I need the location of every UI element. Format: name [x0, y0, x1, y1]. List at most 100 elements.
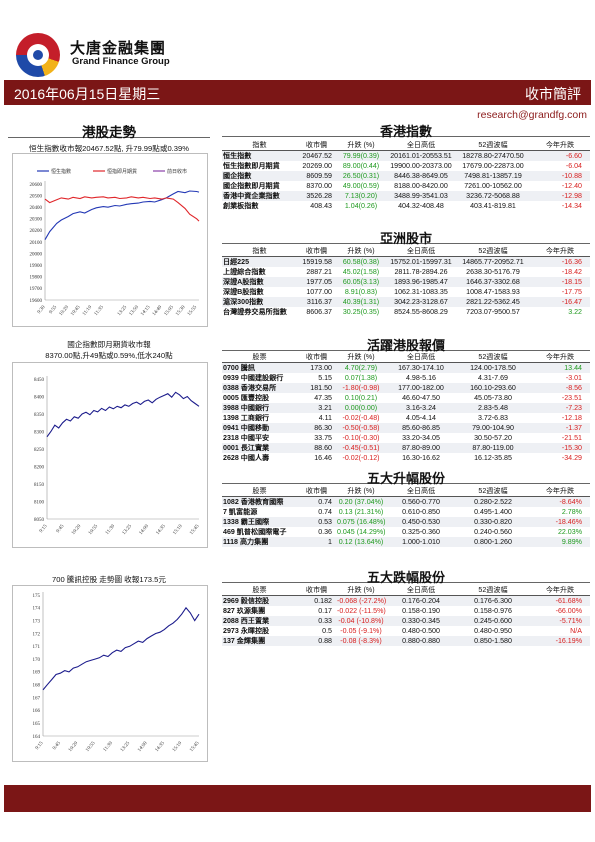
y-tick-label: 8150	[34, 483, 45, 488]
change-cell: 0.00(0.00)	[344, 404, 378, 412]
table-row: 創業板指數 408.43 1.04(0.26) 404.32-408.48 403.41…	[222, 201, 590, 211]
x-tick-label: 15:30	[175, 305, 186, 317]
change-cell: 60.58(0.38)	[342, 258, 380, 266]
change-cell: -0.08 (-8.3%)	[340, 637, 382, 645]
change-cell: -0.05 (-9.1%)	[340, 627, 382, 635]
day-range-cell: 0.880-0.880	[402, 637, 440, 645]
table-row: 469 凱普松國際電子 0.36 0.045 (14.29%) 0.325-0.360…	[222, 527, 590, 537]
change-cell: 79.99(0.39)	[342, 152, 380, 160]
column-header: 52週波幅	[456, 585, 530, 596]
day-range-cell: 4.05-4.14	[406, 414, 436, 422]
ytd-cell: -18.46%	[555, 518, 582, 526]
name-cell: 0005 匯豐控股	[223, 394, 270, 402]
hk-indices-heading: 香港指數	[222, 121, 590, 139]
y-tick-label: 19900	[30, 264, 43, 269]
column-header: 收市價	[297, 140, 336, 151]
contact-email[interactable]: research@grandfg.com	[477, 109, 587, 121]
ytd-cell: -16.47	[561, 298, 582, 306]
change-cell: 40.39(1.31)	[342, 298, 380, 306]
close-cell: 0.36	[318, 528, 332, 536]
table-row: 0005 匯豐控股 47.35 0.10(0.21) 46.60-47.50 45.05…	[222, 393, 590, 403]
table-row: 3988 中國銀行 3.21 0.00(0.00) 3.16-3.24 2.83-5.4…	[222, 403, 590, 413]
ytd-cell: -5.71%	[559, 617, 582, 625]
x-tick-label: 13:25	[117, 305, 128, 317]
close-cell: 0.53	[318, 518, 332, 526]
close-cell: 8609.59	[306, 172, 332, 180]
day-range-cell: 3042.23-3128.67	[394, 298, 448, 306]
x-tick-label: 10:20	[68, 741, 79, 753]
ytd-cell: -6.04	[565, 162, 582, 170]
x-tick-label: 11:10	[82, 305, 93, 317]
series-line	[42, 606, 200, 691]
change-cell: 30.25(0.35)	[342, 308, 380, 316]
close-cell: 15919.58	[302, 258, 332, 266]
y-tick-label: 20100	[30, 241, 43, 246]
column-header: 股票	[222, 352, 297, 363]
x-tick-label: 15:45	[189, 524, 200, 536]
series-line	[44, 190, 200, 240]
ytd-cell: 2.78%	[561, 508, 582, 516]
day-range-cell: 177.00-182.00	[398, 384, 444, 392]
day-range-cell: 404.32-408.48	[398, 202, 444, 210]
market-trend-heading: 港股走勢	[8, 121, 210, 140]
ytd-cell: 3.22	[568, 308, 582, 316]
52wk-range-cell: 0.245-0.600	[474, 617, 512, 625]
change-cell: 4.70(2.79)	[344, 364, 378, 372]
name-cell: 台灣證券交易所指數	[223, 308, 287, 316]
y-tick-label: 169	[33, 671, 41, 676]
name-cell: 2318 中國平安	[223, 434, 270, 442]
day-range-cell: 167.30-174.10	[398, 364, 444, 372]
y-tick-label: 19700	[30, 287, 43, 292]
x-tick-label: 14:35	[156, 524, 167, 536]
date-banner: 2016年06月15日星期三 收市簡評	[4, 80, 591, 105]
column-header: 升跌 (%)	[336, 486, 386, 497]
column-header: 升跌 (%)	[336, 585, 386, 596]
change-cell: -0.02(-0.48)	[342, 414, 380, 422]
close-cell: 47.35	[314, 394, 332, 402]
column-header: 升跌 (%)	[336, 140, 386, 151]
day-range-cell: 0.176-0.204	[402, 597, 440, 605]
close-cell: 0.74	[318, 498, 332, 506]
ytd-cell: -18.42	[561, 268, 582, 276]
ytd-cell: -3.01	[565, 374, 582, 382]
table-row: 7 凱富能源 0.74 0.13 (21.31%) 0.610-0.850 0.495-…	[222, 507, 590, 517]
table-row: 台灣證券交易所指數 8606.37 30.25(0.35) 8524.55-8608.…	[222, 307, 590, 317]
52wk-range-cell: 124.00-178.50	[470, 364, 516, 372]
x-tick-label: 10:20	[59, 305, 70, 317]
column-header: 52週波幅	[456, 246, 530, 257]
close-cell: 3.21	[318, 404, 332, 412]
ytd-cell: N/A	[570, 627, 582, 635]
close-cell: 0.74	[318, 508, 332, 516]
close-cell: 3116.37	[306, 298, 332, 306]
ytd-cell: -21.51	[561, 434, 582, 442]
52wk-range-cell: 0.240-0.560	[474, 528, 512, 536]
legend-label: 恒指即月期貨	[107, 168, 137, 175]
close-cell: 4.11	[318, 414, 332, 422]
table-header-row: 股票 收市價 升跌 (%) 全日高低 52週波幅 今年升跌	[222, 585, 590, 596]
52wk-range-cell: 7203.07-9500.57	[466, 308, 520, 316]
table-row: 0700 騰訊 173.00 4.70(2.79) 167.30-174.10 124.…	[222, 362, 590, 373]
y-tick-label: 165	[33, 722, 41, 727]
change-cell: 0.12 (13.64%)	[338, 538, 384, 546]
close-cell: 86.30	[314, 424, 332, 432]
table-row: 0939 中國建設銀行 5.15 0.07(1.38) 4.98-5.16 4.31-7…	[222, 373, 590, 383]
change-cell: 49.00(0.59)	[342, 182, 380, 190]
ytd-cell: -16.19%	[555, 637, 582, 645]
y-tick-label: 8300	[34, 430, 45, 435]
day-range-cell: 0.158-0.190	[402, 607, 440, 615]
52wk-range-cell: 0.850-1.580	[474, 637, 512, 645]
table-row: 2969 毅信控股 0.182 -0.068 (-27.2%) 0.176-0.204…	[222, 595, 590, 606]
x-tick-label: 9:15	[39, 524, 49, 534]
close-cell: 3526.28	[306, 192, 332, 200]
table-row: 1118 高力集團 1 0.12 (13.64%) 1.000-1.010 0.800-…	[222, 537, 590, 547]
close-cell: 1	[328, 538, 332, 546]
y-tick-label: 175	[33, 594, 41, 599]
close-cell: 0.5	[322, 627, 332, 635]
asia-markets-heading: 亞洲股市	[222, 228, 590, 246]
name-cell: 7 凱富能源	[223, 508, 258, 516]
y-tick-label: 8200	[34, 465, 45, 470]
change-cell: -0.04 (-10.8%)	[338, 617, 384, 625]
52wk-range-cell: 403.41-819.81	[470, 202, 516, 210]
name-cell: 深證A股指數	[223, 278, 264, 286]
top-losers-heading: 五大跌幅股份	[222, 567, 590, 585]
